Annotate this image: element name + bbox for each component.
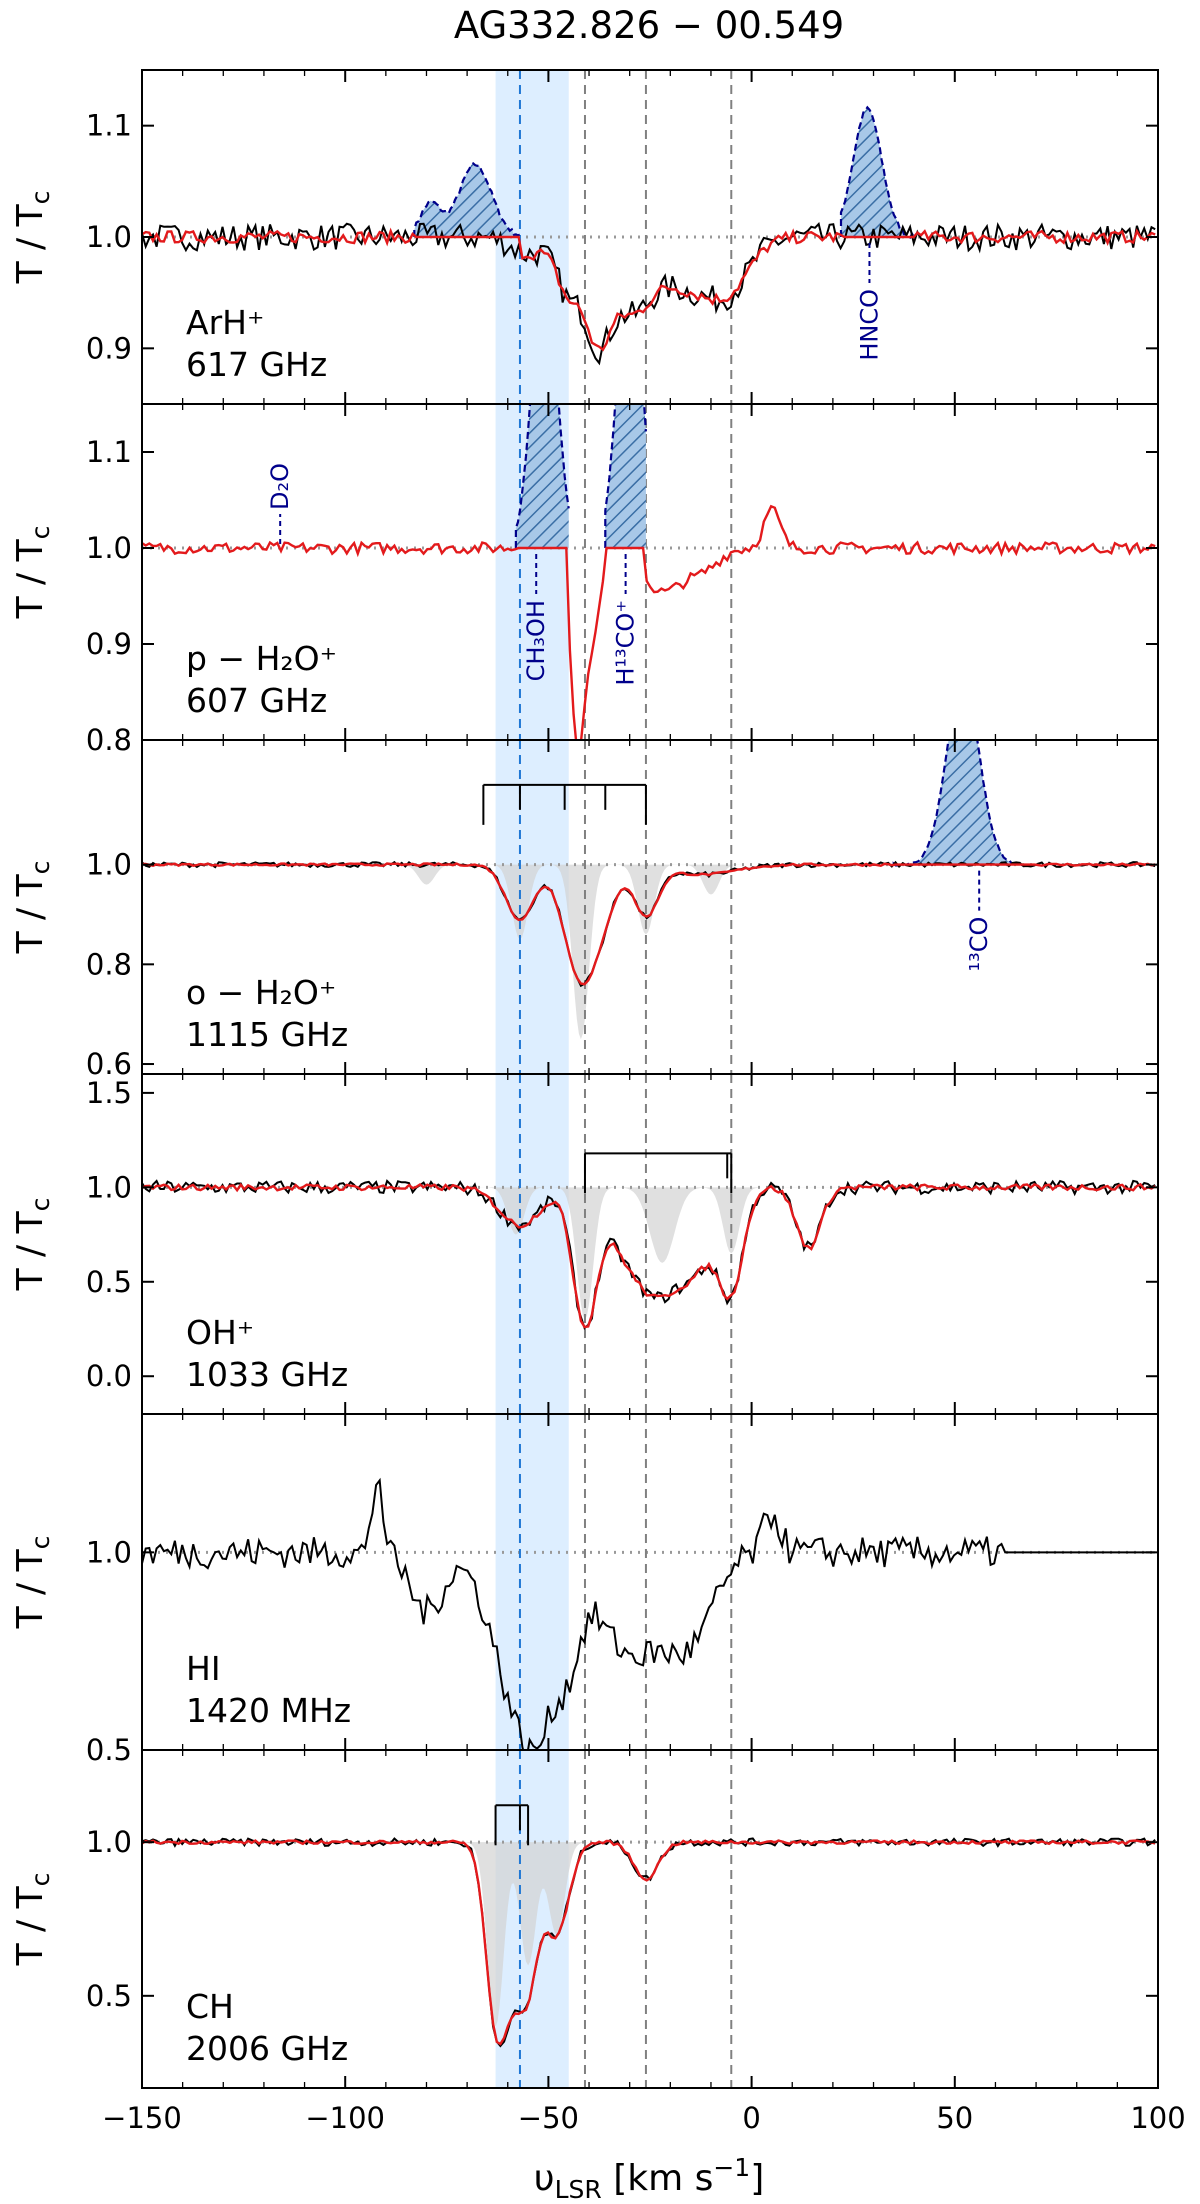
y-tick-label: 0.5 (86, 1265, 132, 1299)
y-axis-label: T / Tc (10, 1198, 55, 1292)
species-label: OH⁺ (186, 1313, 254, 1352)
frequency-label: 1420 MHz (186, 1691, 351, 1730)
y-tick-label: 1.0 (86, 1535, 132, 1569)
y-tick-label: 0.0 (86, 1359, 132, 1393)
frequency-label: 2006 GHz (186, 2029, 348, 2068)
observed-spectrum (142, 222, 1156, 366)
y-axis-label: T / Tc (10, 1873, 55, 1967)
panel-plot-area (142, 70, 1158, 404)
panel-plot-area (142, 1750, 1158, 2088)
species-label: HI (186, 1649, 221, 1688)
panel-4: 0.0 0.5 1.0 1.5 T / Tc OH⁺1033 GHz (10, 1073, 1159, 1415)
panel-plot-area (142, 1414, 1158, 1750)
y-tick-label: 1.0 (86, 848, 132, 882)
y-tick-label: 0.8 (86, 947, 132, 981)
species-label: o − H₂O⁺ (186, 973, 336, 1012)
y-tick-label: 1.1 (86, 109, 132, 143)
y-tick-label: 0.9 (86, 331, 132, 365)
frequency-label: 617 GHz (186, 345, 327, 384)
frequency-label: 1115 GHz (186, 1015, 348, 1054)
observed-spectrum (142, 1837, 1156, 2048)
y-tick-label: 0.6 (86, 1047, 132, 1081)
frequency-label: 1033 GHz (186, 1355, 348, 1394)
y-tick-label: 0.8 (86, 723, 132, 757)
model-fit (142, 504, 1156, 740)
hatched-region (414, 163, 520, 237)
contaminant-line (839, 105, 916, 239)
observed-spectrum (142, 1477, 1156, 1750)
model-fit (142, 227, 1156, 352)
y-axis-label: T / Tc (10, 1536, 55, 1630)
contaminant-label: D₂O (266, 463, 294, 510)
contaminant-label: CH₃OH (522, 600, 550, 681)
y-tick-label: 0.5 (86, 1733, 132, 1767)
x-tick-label: −100 (305, 2101, 385, 2135)
x-tick-label: 100 (1130, 2101, 1185, 2135)
contaminant-line (604, 404, 647, 549)
deconvolved-fill (142, 864, 1158, 1040)
deconvolved-fill (142, 1842, 1158, 2027)
contaminant-label: HNCO (855, 289, 883, 361)
frequency-label: 607 GHz (186, 681, 327, 720)
hatched-region (841, 107, 915, 238)
x-tick-label: −150 (102, 2101, 182, 2135)
species-label: CH (186, 1987, 234, 2026)
deconvolved-fill (142, 1187, 1158, 1320)
y-tick-label: 0.9 (86, 627, 132, 661)
y-axis-label: T / Tc (10, 861, 55, 955)
chart-title: AG332.826 − 00.549 (454, 4, 844, 47)
contaminant-line (892, 740, 1029, 867)
contaminant-line (413, 161, 521, 238)
x-tick-label: 0 (742, 2101, 760, 2135)
y-axis-label: T / Tc (10, 526, 55, 620)
hatched-region (515, 404, 569, 548)
y-tick-label: 1.5 (86, 1076, 132, 1110)
panel-frame (141, 1749, 1159, 2089)
x-tick-label: −50 (518, 2101, 579, 2135)
hatched-region (893, 740, 1028, 866)
panel-plot-area (142, 404, 1158, 740)
y-tick-label: 1.0 (86, 531, 132, 565)
panel-1: HNCO 0.9 1.0 1.1 T / Tc ArH⁺617 GHz (10, 69, 1159, 405)
contaminant-label: ¹³CO (965, 917, 993, 972)
y-tick-label: 1.0 (86, 220, 132, 254)
y-tick-label: 1.0 (86, 1170, 132, 1204)
panel-plot-area (142, 740, 1158, 1074)
panel-3: ¹³CO 0.6 0.8 1.0 T / Tc o − H₂O⁺1115 GHz (10, 739, 1159, 1081)
panels-group: HNCO 0.9 1.0 1.1 T / Tc ArH⁺617 GHz D₂O CH₃OH H¹… (10, 69, 1186, 2135)
y-tick-label: 1.1 (86, 435, 132, 469)
model-fit (142, 1839, 1156, 2046)
hatched-region (605, 404, 646, 548)
panel-plot-area (142, 1074, 1158, 1414)
species-label: ArH⁺ (186, 303, 264, 342)
x-axis-label: υLSR [km s−1] (534, 2153, 765, 2204)
y-tick-label: 0.5 (86, 1979, 132, 2013)
contaminant-label: H¹³CO⁺ (612, 600, 640, 686)
model-fit (142, 1182, 1156, 1329)
model-fit (142, 862, 1156, 986)
y-tick-label: 1.0 (86, 1825, 132, 1859)
species-label: p − H₂O⁺ (186, 639, 337, 678)
y-axis-label: T / Tc (10, 191, 55, 285)
x-tick-label: 50 (936, 2101, 973, 2135)
velocity-band (495, 1074, 569, 1414)
velocity-band (495, 1414, 569, 1750)
